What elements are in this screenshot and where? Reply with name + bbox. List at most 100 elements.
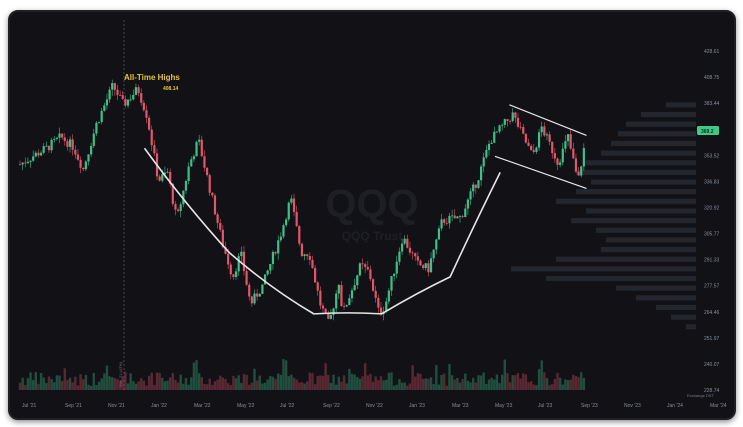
candle-body [82, 167, 85, 170]
volume-profile-bar [636, 295, 696, 301]
last-price-tag [697, 126, 719, 135]
volume-profile [511, 102, 696, 330]
volume-bar [111, 377, 114, 390]
volume-bar [213, 381, 217, 390]
candle-body [456, 216, 459, 219]
volume-bar [55, 375, 59, 390]
price-chart: QQQ QQQ Trust Nov '21 (ATH) All-Time Hig… [18, 20, 727, 409]
candle-body [535, 147, 538, 152]
candle-body [240, 251, 243, 257]
candle-body [148, 117, 151, 130]
y-tick-label: 240.07 [704, 362, 720, 368]
candle-body [485, 149, 488, 158]
volume-bar [92, 372, 95, 390]
volume-bar [282, 359, 285, 390]
volume-bar [582, 377, 586, 390]
volume-profile-bar [656, 304, 696, 311]
volume-bar [250, 382, 254, 390]
volume-bar [440, 374, 443, 390]
volume-bar [406, 385, 409, 390]
volume-bar [498, 383, 501, 390]
candle-body [208, 175, 211, 193]
volume-bar [427, 378, 430, 390]
volume-bar [95, 384, 98, 390]
candle-body [390, 276, 393, 291]
candle-body [219, 223, 222, 230]
volume-bar [537, 369, 541, 390]
volume-bar [366, 375, 369, 390]
candle-body [166, 171, 169, 173]
volume-bar [313, 384, 317, 390]
candle-body [21, 162, 24, 165]
candle-body [566, 134, 570, 142]
volume-bar [271, 376, 275, 390]
volume-bar [556, 372, 559, 390]
y-tick-label: 408.75 [704, 75, 720, 81]
candle-body [192, 156, 195, 160]
volume-bar [516, 373, 520, 390]
volume-bar [147, 375, 151, 390]
candle-body [198, 139, 201, 142]
candle-body [84, 161, 87, 170]
volume-bar [564, 379, 567, 390]
volume-bar [566, 380, 570, 390]
volume-bar [300, 382, 304, 390]
volume-bar [190, 377, 193, 390]
candle-body [501, 124, 504, 126]
volume-bar [485, 383, 488, 390]
candle-body [300, 243, 304, 256]
volume-bar [113, 378, 117, 390]
candle-body [327, 312, 330, 319]
volume-bar [461, 378, 464, 390]
candle-body [385, 301, 388, 312]
candle-body [366, 266, 369, 270]
candle-body [477, 180, 480, 188]
candle-body [295, 211, 298, 227]
candle-body [458, 216, 462, 218]
candle-body [158, 176, 161, 181]
volume-bar [524, 374, 528, 390]
candle-body [516, 117, 520, 127]
candle-body [55, 137, 58, 139]
volume-bar [31, 380, 35, 390]
candle-body [498, 125, 501, 132]
volume-bar [329, 383, 333, 390]
candle-body [129, 99, 132, 101]
candle-body [311, 259, 314, 268]
volume-bar [234, 378, 238, 390]
volume-bar [279, 374, 283, 390]
volume-bar [479, 375, 483, 390]
volume-bar [350, 373, 354, 390]
volume-bar [332, 374, 335, 390]
volume-bar [308, 372, 312, 390]
time-axis: Jul '21 Sep '21 Nov '21 Jan '22 Mar '22 May '… [22, 403, 727, 409]
candle-body [71, 139, 74, 150]
volume-bar [340, 381, 343, 390]
volume-bar [224, 379, 227, 390]
volume-bar [548, 384, 551, 390]
volume-bar [400, 382, 404, 390]
volume-bar [464, 373, 467, 390]
candle-body [287, 202, 290, 220]
volume-bar [395, 384, 398, 390]
candle-body [95, 122, 98, 134]
volume-profile-bar [618, 131, 696, 137]
candle-body [256, 293, 259, 297]
volume-profile-bar [556, 256, 696, 262]
candle-body [232, 274, 235, 277]
volume-bar [363, 363, 367, 390]
volume-bar [200, 377, 204, 390]
candle-body [453, 215, 456, 219]
candle-body [329, 314, 333, 319]
volume-bar [490, 377, 493, 390]
volume-bar [500, 374, 504, 390]
candle-body [408, 247, 412, 253]
volume-bar [569, 379, 572, 390]
y-tick-label: 428.61 [704, 49, 720, 55]
candle-body [332, 308, 335, 315]
volume-bar [176, 382, 180, 390]
volume-bar [369, 373, 372, 390]
volume-bar [134, 383, 138, 390]
volume-bar [124, 371, 127, 390]
volume-bar [161, 377, 164, 390]
